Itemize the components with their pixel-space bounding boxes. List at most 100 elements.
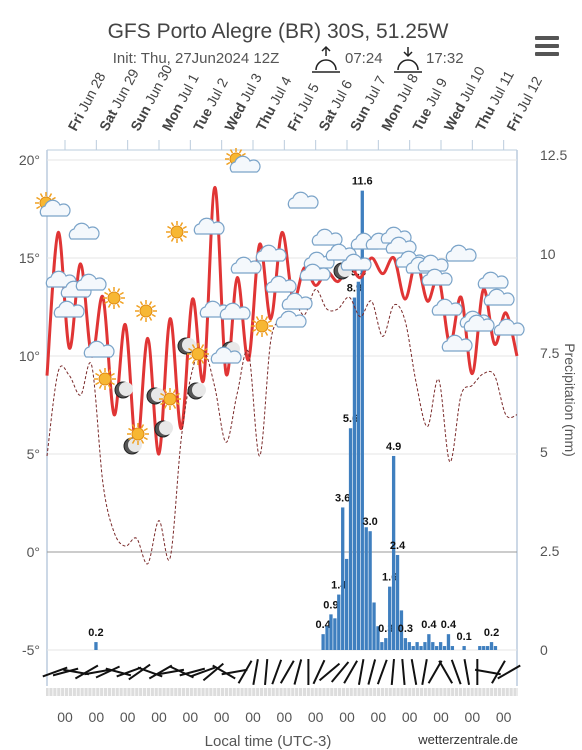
menu-button[interactable] xyxy=(535,36,559,56)
precip-bar xyxy=(344,558,349,650)
precip-bar xyxy=(442,646,447,650)
cloud-shape xyxy=(53,300,85,318)
cloud-icon xyxy=(340,253,372,271)
precip-bar xyxy=(348,428,353,650)
data-label: 1.4 xyxy=(331,580,347,592)
sun-ray xyxy=(226,152,231,157)
data-label: 4.9 xyxy=(386,441,401,453)
wind-arrow xyxy=(264,658,269,686)
data-label: 0.3 xyxy=(398,623,413,635)
cloud-shape xyxy=(477,271,509,289)
y2-tick-label: 10 xyxy=(540,246,556,262)
sun-ray xyxy=(167,225,172,230)
sun-ray xyxy=(172,404,177,409)
wind-arrow xyxy=(190,666,216,678)
cloud-icon xyxy=(311,228,343,246)
wind-arrow xyxy=(42,666,68,678)
y-tick-label: 10° xyxy=(19,348,40,364)
sun-ray xyxy=(170,222,175,227)
data-label: 0.4 xyxy=(315,619,331,631)
y-tick-label: 15° xyxy=(19,250,40,266)
precip-bar xyxy=(368,531,372,650)
time-label: 00 xyxy=(433,709,449,725)
day-date: Jul 12 xyxy=(513,73,545,114)
sun-ray xyxy=(255,331,260,336)
sun-ray xyxy=(131,439,136,444)
cloud-shape xyxy=(83,340,115,358)
sun-ray xyxy=(107,288,112,293)
sun-ray xyxy=(39,193,44,198)
sun-ray xyxy=(188,347,193,352)
sun-ray xyxy=(203,347,208,352)
cloud-icon xyxy=(445,244,477,262)
time-label: 00 xyxy=(120,709,136,725)
sun-icon xyxy=(251,315,273,337)
sun-ray xyxy=(104,291,109,296)
cloud-shape xyxy=(219,302,251,320)
sun-ray xyxy=(229,149,234,154)
moon-light xyxy=(182,338,196,352)
day-name: Mon xyxy=(378,100,406,133)
wind-arrow xyxy=(427,660,443,684)
data-label: 2.4 xyxy=(390,540,406,552)
cloud-icon xyxy=(483,288,515,306)
precip-bar xyxy=(415,642,419,650)
wind-arrow xyxy=(312,659,326,685)
wind-arrow xyxy=(95,665,120,679)
sun-ray xyxy=(179,222,184,227)
wind-arrow xyxy=(293,659,303,685)
precip-bar xyxy=(399,610,404,650)
precip-bar xyxy=(333,618,337,650)
sun-ray xyxy=(267,319,272,324)
cloud-icon xyxy=(441,334,473,352)
cloud-shape xyxy=(483,288,515,306)
data-label: 0.2 xyxy=(484,627,499,639)
sun-ray xyxy=(264,331,269,336)
x-axis-title: Local time (UTC-3) xyxy=(205,733,332,750)
wind-arrow xyxy=(438,660,454,684)
sun-ray xyxy=(267,328,272,333)
cloud-icon xyxy=(39,199,71,217)
wind-arrow xyxy=(271,659,283,685)
sun-ray xyxy=(95,381,100,386)
sun-ray xyxy=(119,300,124,305)
wind-arrow xyxy=(279,660,295,684)
day-date: Jul 8 xyxy=(393,71,421,105)
sun-ray xyxy=(139,301,144,306)
sun-ray xyxy=(163,389,168,394)
sun-icon xyxy=(103,287,125,309)
cloud-shape xyxy=(493,318,525,336)
data-label: 11.6 xyxy=(352,176,373,188)
wind-arrow xyxy=(179,667,206,677)
sunset-icon xyxy=(394,47,422,73)
data-label: 3.0 xyxy=(362,516,377,528)
cloud-shape xyxy=(230,256,262,274)
wind-arrow xyxy=(116,666,142,678)
y2-tick-label: 5 xyxy=(540,444,548,460)
subtitle: Init: Thu, 27Jun2024 12Z xyxy=(113,50,280,67)
sun-ray xyxy=(252,319,257,324)
precip-bar xyxy=(450,646,455,650)
time-label: 00 xyxy=(245,709,261,725)
sun-ray xyxy=(252,328,257,333)
cloud-icon xyxy=(493,318,525,336)
cloud-shape xyxy=(281,292,313,310)
y2-tick-label: 12.5 xyxy=(540,147,567,163)
sun-ray xyxy=(191,344,196,349)
precip-bar xyxy=(364,527,368,650)
sun-ray xyxy=(143,436,148,441)
sun-ray xyxy=(128,427,133,432)
precip-bar xyxy=(341,507,345,650)
wind-arrow xyxy=(221,668,248,676)
cloud-icon xyxy=(53,300,85,318)
sun-ray xyxy=(98,369,103,374)
precip-bar xyxy=(380,642,384,650)
cloud-shape xyxy=(299,263,331,281)
wind-arrow xyxy=(74,664,99,680)
sun-disc xyxy=(107,291,121,305)
precip-bar xyxy=(384,638,388,650)
sun-ray xyxy=(110,372,115,377)
cloud-shape xyxy=(255,244,287,262)
time-label: 00 xyxy=(308,709,324,725)
